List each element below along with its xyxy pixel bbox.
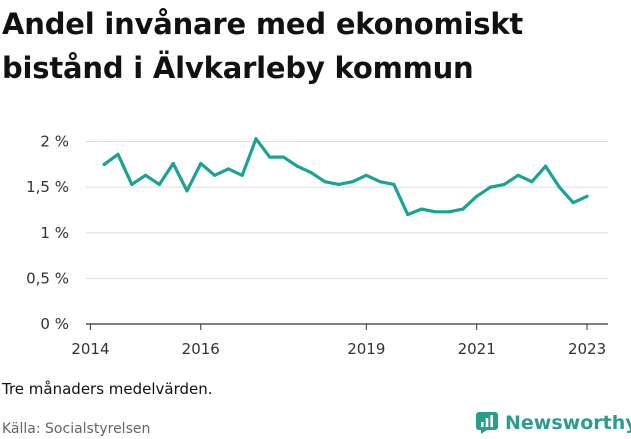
data-point xyxy=(447,210,451,214)
data-point xyxy=(502,182,506,187)
data-point xyxy=(226,167,230,171)
data-point xyxy=(309,170,313,175)
x-tick-label: 2021 xyxy=(458,340,496,358)
data-point xyxy=(116,152,120,156)
data-point xyxy=(585,194,589,198)
bar-chart-icon xyxy=(476,412,498,434)
data-point xyxy=(475,194,479,198)
data-point xyxy=(254,137,258,141)
data-point xyxy=(143,173,148,177)
chart-footnote: Tre månaders medelvärden. xyxy=(2,380,213,398)
y-tick-label: 1,5 % xyxy=(26,178,69,196)
y-tick-label: 0,5 % xyxy=(26,269,69,287)
data-point xyxy=(488,185,493,189)
data-point xyxy=(433,210,437,214)
data-point xyxy=(337,182,341,187)
x-tick-label: 2023 xyxy=(568,340,606,358)
data-point xyxy=(419,207,424,211)
data-point xyxy=(157,182,161,187)
chart-grid xyxy=(86,141,608,325)
data-point xyxy=(557,185,562,189)
data-point xyxy=(199,161,203,166)
chart-title-line-1: Andel invånare med ekonomiskt xyxy=(2,7,524,41)
y-tick-label: 0 % xyxy=(40,315,69,333)
chart-title: Andel invånare med ekonomiskt bistånd i … xyxy=(2,2,622,90)
data-point xyxy=(571,201,575,205)
source-credit: Källa: Socialstyrelsen xyxy=(2,421,151,437)
data-point xyxy=(406,212,410,217)
brand-logo: Newsworthy xyxy=(476,408,631,438)
data-point xyxy=(295,164,299,168)
data-point xyxy=(350,180,355,184)
series-line xyxy=(102,137,589,217)
x-tick-label: 2014 xyxy=(71,340,109,358)
data-point xyxy=(281,155,286,159)
x-tick-label: 2019 xyxy=(347,340,385,358)
data-point xyxy=(392,182,396,187)
data-point xyxy=(268,155,272,159)
data-point xyxy=(102,162,106,166)
x-tick-label: 2016 xyxy=(182,340,220,358)
y-axis-tick-labels: 0 % 0,5 % 1 % 1,5 % 2 % xyxy=(26,133,69,333)
data-point xyxy=(516,173,520,177)
data-point xyxy=(378,180,382,184)
chart-series xyxy=(102,137,589,217)
data-point xyxy=(240,173,244,177)
y-tick-label: 1 % xyxy=(40,224,69,242)
data-point xyxy=(323,180,327,184)
data-point xyxy=(130,182,134,187)
data-point xyxy=(212,173,217,177)
y-tick-label: 2 % xyxy=(40,133,69,151)
x-axis-ticks: 2014 2016 2019 2021 2023 xyxy=(71,324,606,358)
data-point xyxy=(530,180,534,184)
data-point xyxy=(544,164,548,168)
brand-name: Newsworthy xyxy=(505,412,631,434)
data-point xyxy=(185,189,189,193)
data-point xyxy=(171,161,175,166)
data-point xyxy=(461,207,465,211)
chart-title-line-2: bistånd i Älvkarleby kommun xyxy=(2,51,474,85)
data-point xyxy=(364,173,368,177)
